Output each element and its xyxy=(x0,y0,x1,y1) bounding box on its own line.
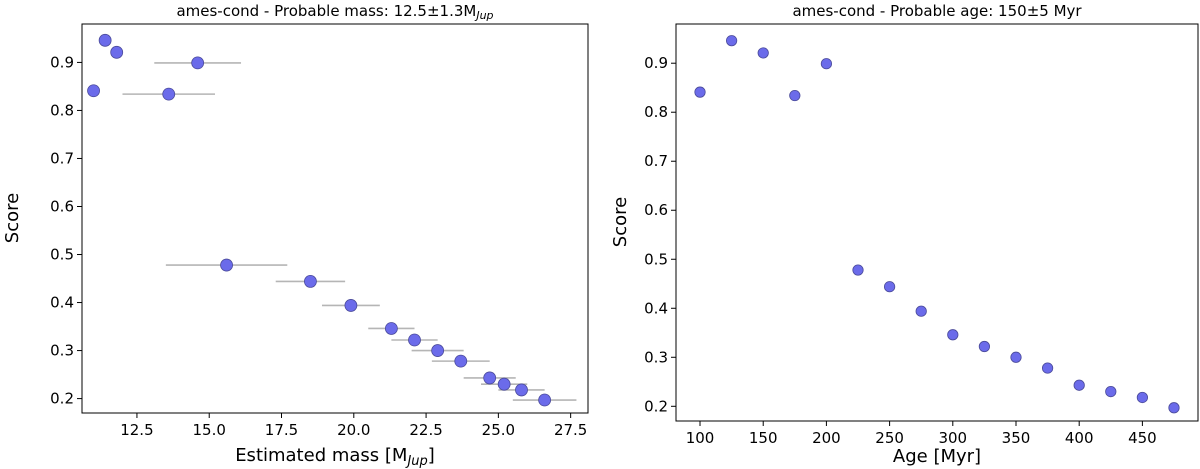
mass-y-tick-label: 0.8 xyxy=(50,101,74,119)
mass-x-tick-label: 27.5 xyxy=(554,421,587,439)
age-y-tick-label: 0.7 xyxy=(644,152,668,170)
age-data-point xyxy=(694,86,706,98)
age-data-point xyxy=(1168,402,1180,414)
age-data-point xyxy=(1073,379,1085,391)
mass-data-point xyxy=(87,84,100,98)
mass-data-point xyxy=(384,322,398,335)
mass-y-tick-label: 0.2 xyxy=(50,390,74,408)
age-y-tick-label: 0.8 xyxy=(644,103,668,121)
age-y-tick-label: 0.9 xyxy=(644,54,668,72)
age-y-tick-label: 0.4 xyxy=(644,299,668,317)
mass-data-point xyxy=(162,87,176,101)
age-data-point xyxy=(1105,385,1117,398)
age-y-tick-label: 0.6 xyxy=(644,201,668,219)
age-y-tick-label: 0.3 xyxy=(644,348,668,366)
age-x-tick-label: 150 xyxy=(749,429,778,447)
age-y-tick-label: 0.2 xyxy=(644,397,668,415)
age-score-chart: ames-cond - Probable age: 150±5 Myr 0.20… xyxy=(610,2,1199,467)
age-data-point xyxy=(915,305,927,317)
mass-y-tick-label: 0.4 xyxy=(50,294,74,312)
mass-data-point xyxy=(431,344,445,357)
mass-x-axis-label: Estimated mass [MJup] xyxy=(235,445,435,469)
mass-title-subscript: Jup xyxy=(474,9,493,22)
mass-data-point xyxy=(483,371,497,385)
mass-y-tick-label: 0.9 xyxy=(50,53,74,71)
mass-data-point xyxy=(497,377,511,391)
age-x-tick-label: 350 xyxy=(1002,429,1031,447)
mass-points xyxy=(87,33,552,407)
mass-xlabel-subscript: Jup xyxy=(404,454,427,469)
age-x-tick-label: 300 xyxy=(938,429,967,447)
mass-x-ticks: 12.5 15.0 17.5 20.0 22.5 25.0 27.5 xyxy=(120,413,587,439)
mass-x-tick-label: 17.5 xyxy=(265,421,298,439)
age-y-axis-label: Score xyxy=(610,197,631,247)
mass-xlabel-end: ] xyxy=(428,445,435,466)
mass-y-ticks: 0.2 0.3 0.4 0.5 0.6 0.7 0.8 0.9 xyxy=(50,53,82,408)
age-chart-title: ames-cond - Probable age: 150±5 Myr xyxy=(792,2,1082,20)
mass-data-point xyxy=(110,45,124,59)
mass-x-tick-label: 12.5 xyxy=(120,421,153,439)
mass-y-tick-label: 0.7 xyxy=(50,149,74,167)
age-y-tick-label: 0.5 xyxy=(644,250,668,268)
mass-data-point xyxy=(344,299,358,312)
mass-data-point xyxy=(220,258,233,272)
mass-x-tick-label: 25.0 xyxy=(482,421,515,439)
age-data-point xyxy=(978,340,990,353)
mass-chart-title: ames-cond - Probable mass: 12.5±1.3MJup xyxy=(176,2,493,22)
age-data-point xyxy=(757,47,769,59)
mass-data-point xyxy=(454,354,468,368)
age-data-point xyxy=(1136,391,1148,404)
mass-data-point xyxy=(408,333,421,347)
age-data-point xyxy=(726,35,738,47)
age-x-tick-label: 450 xyxy=(1128,429,1157,447)
mass-y-axis-label: Score xyxy=(2,193,23,243)
age-x-axis-label: Age [Myr] xyxy=(893,446,981,467)
mass-plot-frame xyxy=(81,23,589,414)
mass-data-point xyxy=(98,33,112,47)
age-data-point xyxy=(884,281,896,293)
mass-data-point xyxy=(191,56,205,70)
age-x-tick-label: 250 xyxy=(875,429,904,447)
mass-data-point xyxy=(538,393,552,407)
mass-error-bars xyxy=(122,62,577,401)
age-data-point xyxy=(1041,362,1054,374)
age-data-point xyxy=(789,89,801,102)
mass-x-tick-label: 15.0 xyxy=(193,421,226,439)
mass-score-chart: ames-cond - Probable mass: 12.5±1.3MJup … xyxy=(2,2,589,469)
mass-y-tick-label: 0.5 xyxy=(50,246,74,264)
mass-y-tick-label: 0.3 xyxy=(50,342,74,360)
age-x-tick-label: 200 xyxy=(812,429,841,447)
mass-y-tick-label: 0.6 xyxy=(50,197,74,215)
age-x-ticks: 100 150 200 250 300 350 400 450 xyxy=(686,421,1157,447)
age-plot-frame xyxy=(675,23,1199,422)
age-x-tick-label: 100 xyxy=(686,429,715,447)
age-data-point xyxy=(1010,351,1022,363)
mass-data-point xyxy=(515,383,528,397)
age-y-ticks: 0.2 0.3 0.4 0.5 0.6 0.7 0.8 0.9 xyxy=(644,54,676,415)
age-points xyxy=(694,35,1180,414)
age-data-point xyxy=(852,264,864,276)
mass-x-tick-label: 22.5 xyxy=(409,421,442,439)
age-data-point xyxy=(820,58,833,70)
age-data-point xyxy=(947,329,959,341)
mass-data-point xyxy=(304,275,317,288)
mass-x-tick-label: 20.0 xyxy=(337,421,370,439)
age-x-tick-label: 400 xyxy=(1065,429,1094,447)
